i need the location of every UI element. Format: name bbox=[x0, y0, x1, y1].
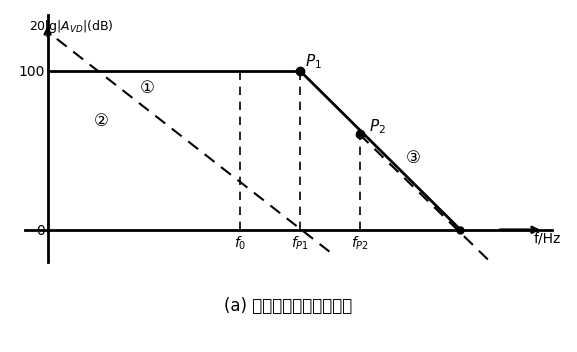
Text: ①: ① bbox=[140, 79, 154, 97]
Text: $P_1$: $P_1$ bbox=[305, 52, 321, 71]
Text: 20lg|$A_{VD}$|(dB): 20lg|$A_{VD}$|(dB) bbox=[29, 18, 114, 34]
Text: ③: ③ bbox=[406, 149, 420, 167]
Text: (a) 集成运放幅频特性曲线: (a) 集成运放幅频特性曲线 bbox=[224, 297, 353, 315]
Text: f/Hz: f/Hz bbox=[534, 232, 561, 246]
Text: ②: ② bbox=[93, 112, 108, 130]
Text: $P_2$: $P_2$ bbox=[369, 117, 385, 136]
